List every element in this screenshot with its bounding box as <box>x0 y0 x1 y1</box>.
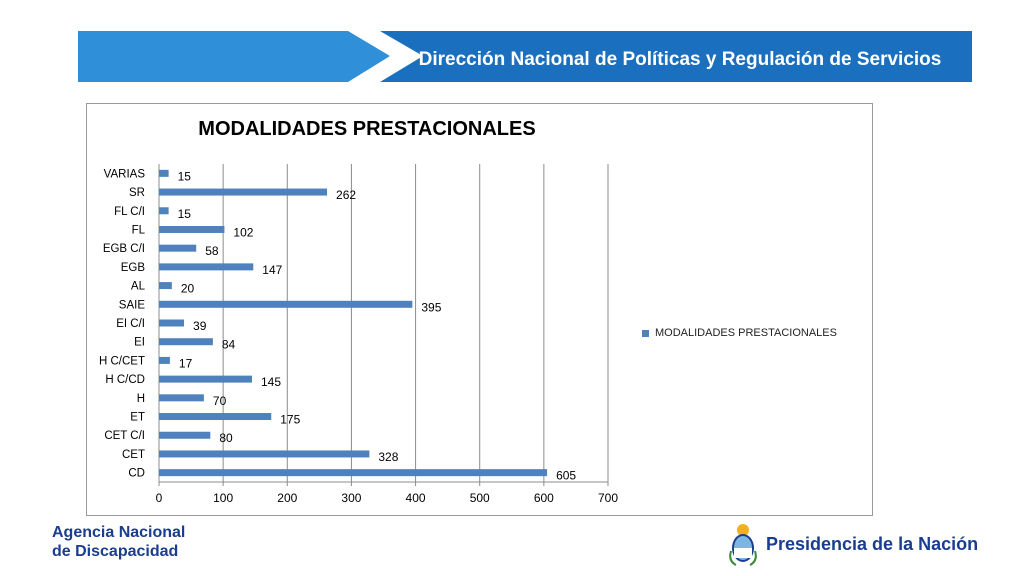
agency-name-line2: de Discapacidad <box>52 543 179 560</box>
data-label: 262 <box>336 188 356 202</box>
bar <box>159 338 213 346</box>
bar <box>159 244 197 252</box>
data-label: 17 <box>179 356 193 370</box>
chart-frame: 0 100 200 300 400 500 600 700 VARIAS 15 SR 262 FL C/… <box>86 103 873 516</box>
category-label: CET <box>122 449 145 461</box>
x-tick-label: 400 <box>406 491 426 505</box>
data-label: 15 <box>178 207 192 221</box>
legend-label: MODALIDADES PRESTACIONALES <box>655 327 837 339</box>
bar <box>159 375 253 383</box>
banner-left-band <box>78 31 390 82</box>
agency-logo: Agencia Nacional de Discapacidad <box>52 523 185 561</box>
chart-legend: MODALIDADES PRESTACIONALES <box>642 325 837 341</box>
category-label: FL C/I <box>114 206 145 218</box>
x-tick-label: 100 <box>213 491 233 505</box>
category-label: H C/CD <box>105 374 145 386</box>
header-banner: Dirección Nacional de Políticas y Regula… <box>0 0 1024 100</box>
presidency-label: Presidencia de la Nación <box>766 533 979 554</box>
bar <box>159 356 170 364</box>
data-label: 145 <box>261 375 281 389</box>
coat-of-arms-icon <box>729 524 757 566</box>
bar-chart: 0 100 200 300 400 500 600 700 VARIAS 15 SR 262 FL C/… <box>99 164 618 505</box>
bar <box>159 225 225 233</box>
x-tick-label: 0 <box>156 491 163 505</box>
data-label: 58 <box>205 244 219 258</box>
bar <box>159 319 185 327</box>
x-tick-label: 700 <box>598 491 618 505</box>
category-label: ET <box>130 412 145 424</box>
bar <box>159 394 204 402</box>
bar <box>159 188 328 196</box>
data-label: 39 <box>193 319 207 333</box>
data-label: 84 <box>222 338 236 352</box>
bar <box>159 413 272 421</box>
banner-shapes <box>78 31 972 82</box>
data-label: 80 <box>219 431 233 445</box>
banner-right-band <box>380 31 972 82</box>
data-label: 605 <box>556 469 576 483</box>
category-label: SAIE <box>119 299 146 311</box>
data-label: 147 <box>262 263 282 277</box>
data-label: 70 <box>213 394 227 408</box>
data-label: 20 <box>181 282 195 296</box>
presidency-logo: Presidencia de la Nación <box>728 520 978 568</box>
category-label: EI <box>134 337 145 349</box>
category-label: EGB <box>121 262 146 274</box>
banner-white-chevron <box>352 31 423 82</box>
bar <box>159 300 413 308</box>
legend-swatch <box>642 329 649 337</box>
category-label: VARIAS <box>104 168 146 180</box>
category-label: H <box>137 393 145 405</box>
data-label: 395 <box>421 300 441 314</box>
x-tick-label: 300 <box>341 491 361 505</box>
data-label: 175 <box>280 413 300 427</box>
category-label: EGB C/I <box>103 243 145 255</box>
category-label: H C/CET <box>99 355 145 367</box>
category-label: CD <box>128 468 145 480</box>
bar <box>159 263 254 271</box>
category-label: SR <box>129 187 145 199</box>
x-tick-label: 500 <box>470 491 490 505</box>
category-label: EI C/I <box>116 318 145 330</box>
category-label: AL <box>131 281 146 293</box>
data-label: 328 <box>378 450 398 464</box>
x-tick-label: 200 <box>277 491 297 505</box>
bar <box>159 169 169 177</box>
x-tick-label: 600 <box>534 491 554 505</box>
data-label: 102 <box>233 225 253 239</box>
bar <box>159 450 370 458</box>
bar <box>159 431 211 439</box>
category-label: FL <box>132 224 146 236</box>
chart-title: MODALIDADES PRESTACIONALES <box>198 118 536 140</box>
agency-name-line1: Agencia Nacional <box>52 524 186 541</box>
data-label: 15 <box>178 169 192 183</box>
category-label: CET C/I <box>104 430 145 442</box>
bar <box>159 469 548 477</box>
bar <box>159 282 172 290</box>
page-title: Dirección Nacional de Políticas y Regula… <box>418 49 942 70</box>
bar <box>159 207 169 215</box>
